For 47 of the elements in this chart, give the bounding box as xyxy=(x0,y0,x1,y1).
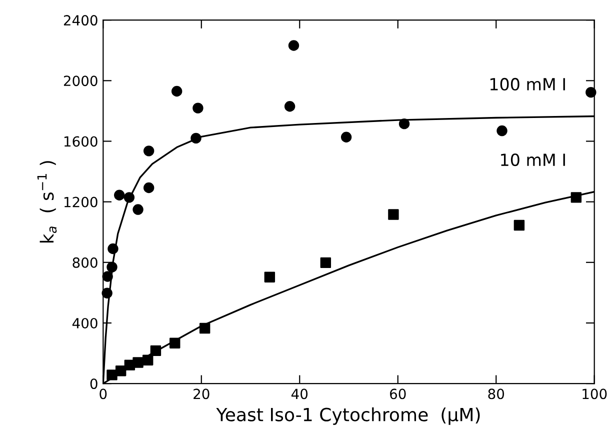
y-tick-label: 0 xyxy=(90,378,98,390)
y-tick-label: 1200 xyxy=(64,196,98,208)
point xyxy=(114,190,125,201)
point xyxy=(570,192,582,203)
point xyxy=(288,40,300,51)
point xyxy=(106,262,118,272)
point xyxy=(115,365,126,376)
point xyxy=(388,209,399,220)
y-axis-title: k$_{a}$ ( s$^{−1}$ ) xyxy=(37,161,57,243)
point xyxy=(142,354,154,366)
point xyxy=(143,146,154,156)
point xyxy=(496,125,508,136)
point xyxy=(199,322,210,334)
point xyxy=(190,132,202,144)
point xyxy=(102,288,112,298)
annotation: 10 mM I xyxy=(501,153,565,166)
annotation: 100 mM I xyxy=(490,78,565,91)
point xyxy=(514,220,525,231)
y-tick-label: 2000 xyxy=(64,76,98,86)
point xyxy=(170,338,180,348)
point xyxy=(106,370,118,380)
y-tick-label: 400 xyxy=(72,318,98,328)
x-tick-label: 100 xyxy=(582,388,607,400)
x-axis-title: Yeast Iso-1 Cytochrome (µM) xyxy=(216,407,480,425)
point xyxy=(320,257,332,268)
point xyxy=(143,182,154,194)
point xyxy=(586,86,596,98)
point xyxy=(192,102,204,114)
y-tick-label: 800 xyxy=(72,257,98,268)
x-tick-label: 60 xyxy=(390,388,406,400)
point xyxy=(108,243,118,254)
y-tick-label: 1600 xyxy=(64,136,98,147)
point xyxy=(132,204,144,215)
point xyxy=(398,118,410,130)
x-tick-label: 80 xyxy=(488,388,504,400)
point xyxy=(284,101,296,112)
point xyxy=(132,357,144,368)
point xyxy=(264,272,276,282)
y-tick-label: 2400 xyxy=(64,15,98,26)
point xyxy=(340,132,352,142)
point xyxy=(150,345,162,356)
x-tick-label: 40 xyxy=(291,388,308,400)
point xyxy=(102,271,113,282)
x-tick-label: 0 xyxy=(100,388,107,400)
point xyxy=(124,192,135,203)
x-tick-label: 20 xyxy=(194,388,210,400)
point xyxy=(171,86,182,97)
